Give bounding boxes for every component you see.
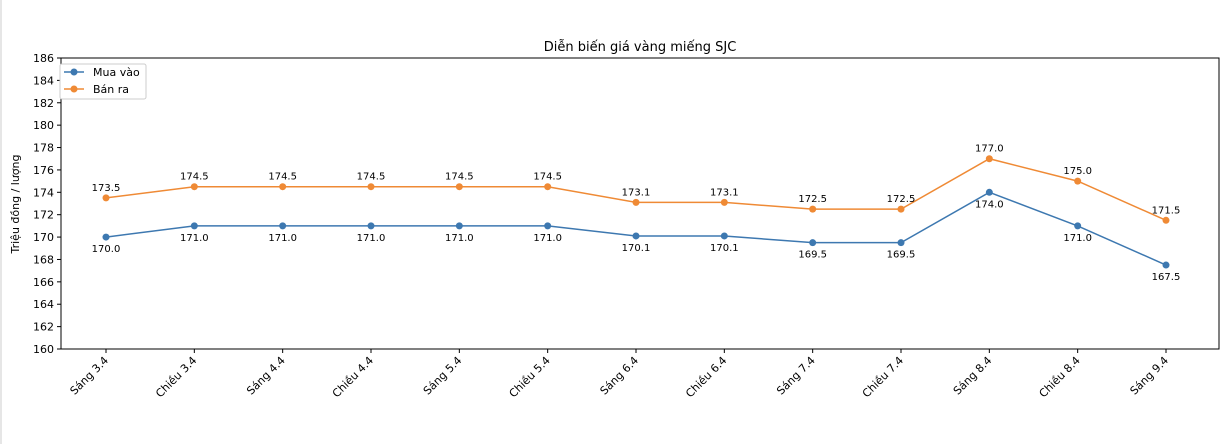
data-label: 171.0 [533, 233, 562, 244]
y-tick-label: 170 [33, 231, 54, 244]
series-ban-ra: 173.5 174.5 174.5 174.5 174.5 174.5 173.1 173.1… [92, 144, 1181, 224]
data-label: 171.0 [180, 233, 209, 244]
legend-label: Bán ra [93, 83, 129, 96]
x-tick-label: Sáng 8.4 [951, 354, 995, 398]
data-label: 173.1 [622, 187, 651, 198]
legend: Mua vào Bán ra [59, 63, 147, 100]
chart-title: Diễn biến giá vàng miếng SJC [544, 40, 737, 55]
data-label: 170.1 [622, 243, 651, 254]
y-tick-label: 178 [33, 142, 54, 155]
x-tick-label: Chiều 7.4 [860, 354, 906, 400]
x-tick-label: Sáng 5.4 [421, 354, 465, 398]
data-point [455, 183, 463, 191]
data-point [897, 239, 905, 247]
data-label: 174.5 [533, 172, 562, 183]
legend-marker [70, 68, 78, 76]
data-point [190, 222, 198, 230]
data-point [279, 183, 287, 191]
data-label: 171.0 [1063, 233, 1092, 244]
x-tick-label: Chiều 8.4 [1037, 354, 1083, 400]
y-tick-label: 184 [33, 74, 54, 87]
data-point [720, 232, 728, 240]
x-tick-label: Chiều 4.4 [330, 354, 376, 400]
data-label: 169.5 [798, 250, 827, 261]
data-point [720, 198, 728, 206]
data-label: 172.5 [798, 194, 827, 205]
data-point [455, 222, 463, 230]
data-point [279, 222, 287, 230]
data-label: 171.5 [1152, 205, 1181, 216]
data-label: 171.0 [445, 233, 474, 244]
legend-marker [70, 85, 78, 93]
y-axis-label: Triệu đồng / lượng [9, 155, 22, 255]
data-point [809, 239, 817, 247]
x-tick-label: Chiều 6.4 [683, 354, 729, 400]
data-label: 174.5 [357, 172, 386, 183]
data-point [102, 233, 110, 241]
y-tick-label: 160 [33, 343, 54, 356]
series-mua-vao: 170.0 171.0 171.0 171.0 171.0 171.0 170.1 170.1… [92, 188, 1181, 283]
plot-frame [60, 57, 1220, 350]
data-point [985, 155, 993, 163]
data-label: 172.5 [887, 194, 916, 205]
data-label: 177.0 [975, 144, 1004, 155]
y-tick-label: 186 [33, 52, 54, 65]
y-tick-label: 172 [33, 209, 54, 222]
x-tick-label: Sáng 7.4 [774, 354, 818, 398]
data-label: 167.5 [1152, 272, 1181, 283]
data-label: 174.5 [445, 172, 474, 183]
y-tick-label: 168 [33, 253, 54, 266]
x-tick-label: Sáng 3.4 [68, 354, 112, 398]
y-tick-label: 174 [33, 186, 54, 199]
data-point [1074, 177, 1082, 185]
legend-label: Mua vào [93, 66, 140, 79]
data-point [1074, 222, 1082, 230]
data-point [367, 183, 375, 191]
data-point [190, 183, 198, 191]
x-tick-label: Chiều 3.4 [153, 354, 199, 400]
data-label: 174.0 [975, 199, 1004, 210]
data-label: 173.1 [710, 187, 739, 198]
data-point [367, 222, 375, 230]
y-tick-label: 164 [33, 298, 54, 311]
y-tick-label: 166 [33, 276, 54, 289]
data-label: 170.1 [710, 243, 739, 254]
x-tick-label: Sáng 4.4 [244, 354, 288, 398]
data-label: 170.0 [92, 244, 121, 255]
data-label: 171.0 [268, 233, 297, 244]
data-label: 175.0 [1063, 166, 1092, 177]
x-tick-label: Chiều 5.4 [507, 354, 553, 400]
data-point [632, 198, 640, 206]
data-point [897, 205, 905, 213]
x-tick-label: Sáng 9.4 [1128, 354, 1172, 398]
data-label: 173.5 [92, 183, 121, 194]
data-point [632, 232, 640, 240]
data-point [544, 183, 552, 191]
y-tick-label: 182 [33, 97, 54, 110]
data-point [985, 188, 993, 196]
data-point [1162, 216, 1170, 224]
data-point [102, 194, 110, 202]
data-label: 174.5 [180, 172, 209, 183]
data-point [544, 222, 552, 230]
y-tick-label: 176 [33, 164, 54, 177]
data-point [1162, 261, 1170, 269]
data-label: 174.5 [268, 172, 297, 183]
y-tick-label: 162 [33, 321, 54, 334]
data-label: 171.0 [357, 233, 386, 244]
data-label: 169.5 [887, 250, 916, 261]
x-tick-label: Sáng 6.4 [598, 354, 642, 398]
y-tick-label: 180 [33, 119, 54, 132]
data-point [809, 205, 817, 213]
